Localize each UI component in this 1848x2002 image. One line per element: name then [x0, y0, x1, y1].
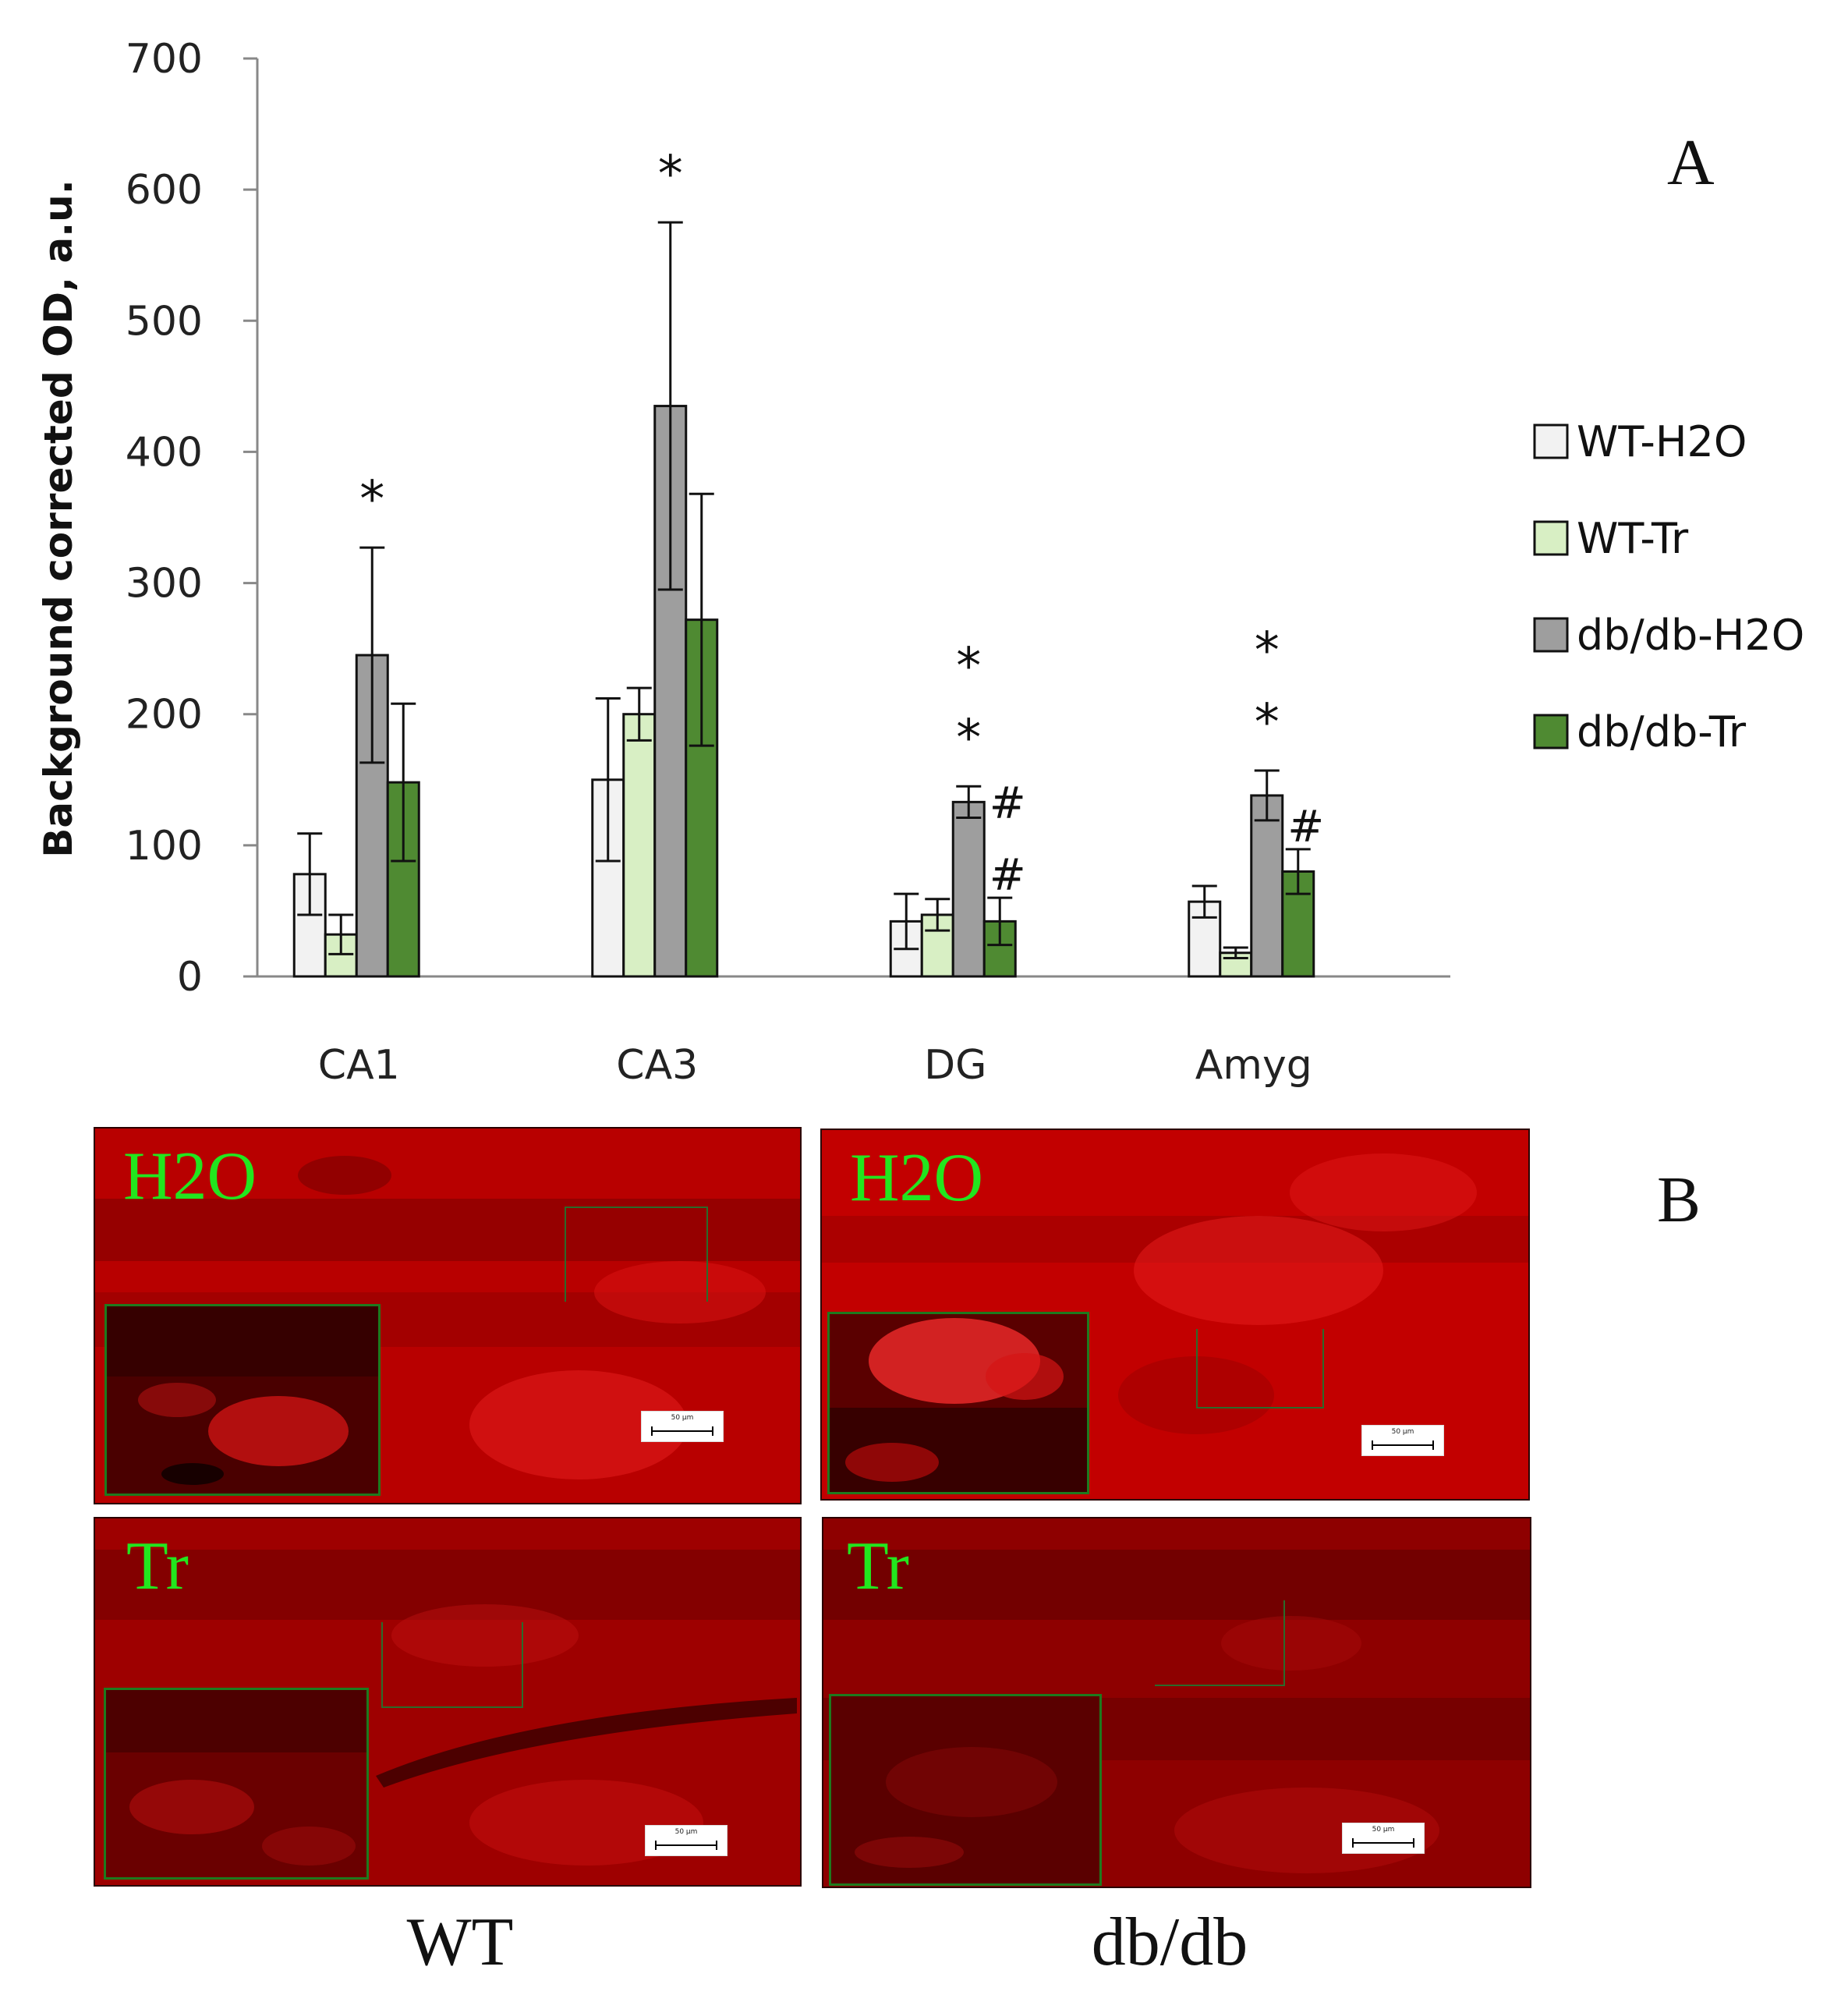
bar	[622, 713, 657, 978]
legend-label: WT-H2O	[1577, 417, 1747, 466]
scale-bar-line	[1352, 1838, 1414, 1848]
asterisk-mark: *	[956, 710, 981, 767]
asterisk-mark: *	[1255, 694, 1280, 752]
bar	[951, 800, 986, 978]
scale-bar: 50 µm	[1342, 1823, 1425, 1854]
legend-swatch	[1533, 617, 1569, 653]
y-tick-label: 0	[177, 954, 203, 1001]
y-tick-label: 700	[126, 36, 203, 83]
group-label-wt: WT	[406, 1905, 514, 1980]
scale-bar: 50 µm	[641, 1411, 724, 1442]
y-tick-label: 200	[126, 692, 203, 739]
group-label-dbdb: db/db	[1091, 1905, 1248, 1980]
micrograph-label: Tr	[847, 1529, 909, 1604]
asterisk-mark: *	[359, 471, 384, 529]
micrograph-wt-h2o: H2O 50 µm	[94, 1127, 802, 1504]
micrograph-wt-tr: Tr 50 µm	[94, 1517, 802, 1887]
hash-mark: #	[989, 850, 1026, 901]
roi-box	[1196, 1329, 1324, 1408]
scale-bar: 50 µm	[1361, 1425, 1444, 1456]
scale-bar-text: 50 µm	[671, 1414, 694, 1422]
asterisk-mark: *	[658, 146, 683, 204]
hash-mark: #	[989, 778, 1026, 829]
panel-b-label: B	[1657, 1164, 1701, 1236]
asterisk-mark: *	[1255, 622, 1280, 680]
x-tick-label: CA1	[318, 1042, 400, 1089]
scale-bar-line	[651, 1426, 713, 1436]
y-tick-label: 100	[126, 823, 203, 870]
x-tick-label: CA3	[616, 1042, 698, 1089]
micrograph-dbdb-tr: Tr 50 µm	[822, 1517, 1531, 1888]
zoom-inset	[104, 1304, 381, 1496]
roi-box	[1155, 1600, 1285, 1686]
roi-box	[381, 1622, 523, 1708]
x-tick-label: Amyg	[1195, 1042, 1312, 1089]
zoom-inset	[104, 1688, 369, 1880]
zoom-inset	[829, 1694, 1102, 1886]
zoom-inset	[827, 1312, 1089, 1494]
legend-label: WT-Tr	[1577, 514, 1689, 563]
legend-label: db/db-Tr	[1577, 707, 1747, 757]
micrograph-label: H2O	[850, 1140, 984, 1216]
micrograph-label: H2O	[123, 1139, 257, 1214]
roi-box	[565, 1207, 708, 1302]
x-tick-label: DG	[924, 1042, 986, 1089]
scale-bar-text: 50 µm	[1391, 1428, 1414, 1436]
y-tick-label: 600	[126, 167, 203, 214]
bar-chart: 0 100 200 300 400 500 600 700 Background correct…	[36, 36, 1804, 1089]
micrograph-dbdb-h2o: H2O 50 µm	[820, 1129, 1530, 1501]
y-axis-title: Background corrected OD, a.u.	[36, 179, 81, 858]
legend-swatch	[1533, 423, 1569, 459]
scale-bar-text: 50 µm	[674, 1828, 698, 1836]
scale-bar-line	[1372, 1440, 1434, 1450]
legend-swatch	[1533, 520, 1569, 556]
hash-mark: #	[1287, 802, 1324, 852]
micrograph-label: Tr	[126, 1529, 189, 1604]
scale-bar: 50 µm	[645, 1825, 728, 1856]
bar	[1250, 794, 1284, 978]
asterisk-mark: *	[956, 638, 981, 696]
y-tick-label: 500	[126, 298, 203, 345]
y-tick-label: 400	[126, 429, 203, 476]
scale-bar-text: 50 µm	[1372, 1826, 1395, 1834]
scale-bar-line	[655, 1841, 717, 1850]
legend-label: db/db-H2O	[1577, 611, 1804, 660]
legend-swatch	[1533, 714, 1569, 749]
y-tick-label: 300	[126, 561, 203, 608]
panel-a-label: A	[1667, 126, 1715, 199]
